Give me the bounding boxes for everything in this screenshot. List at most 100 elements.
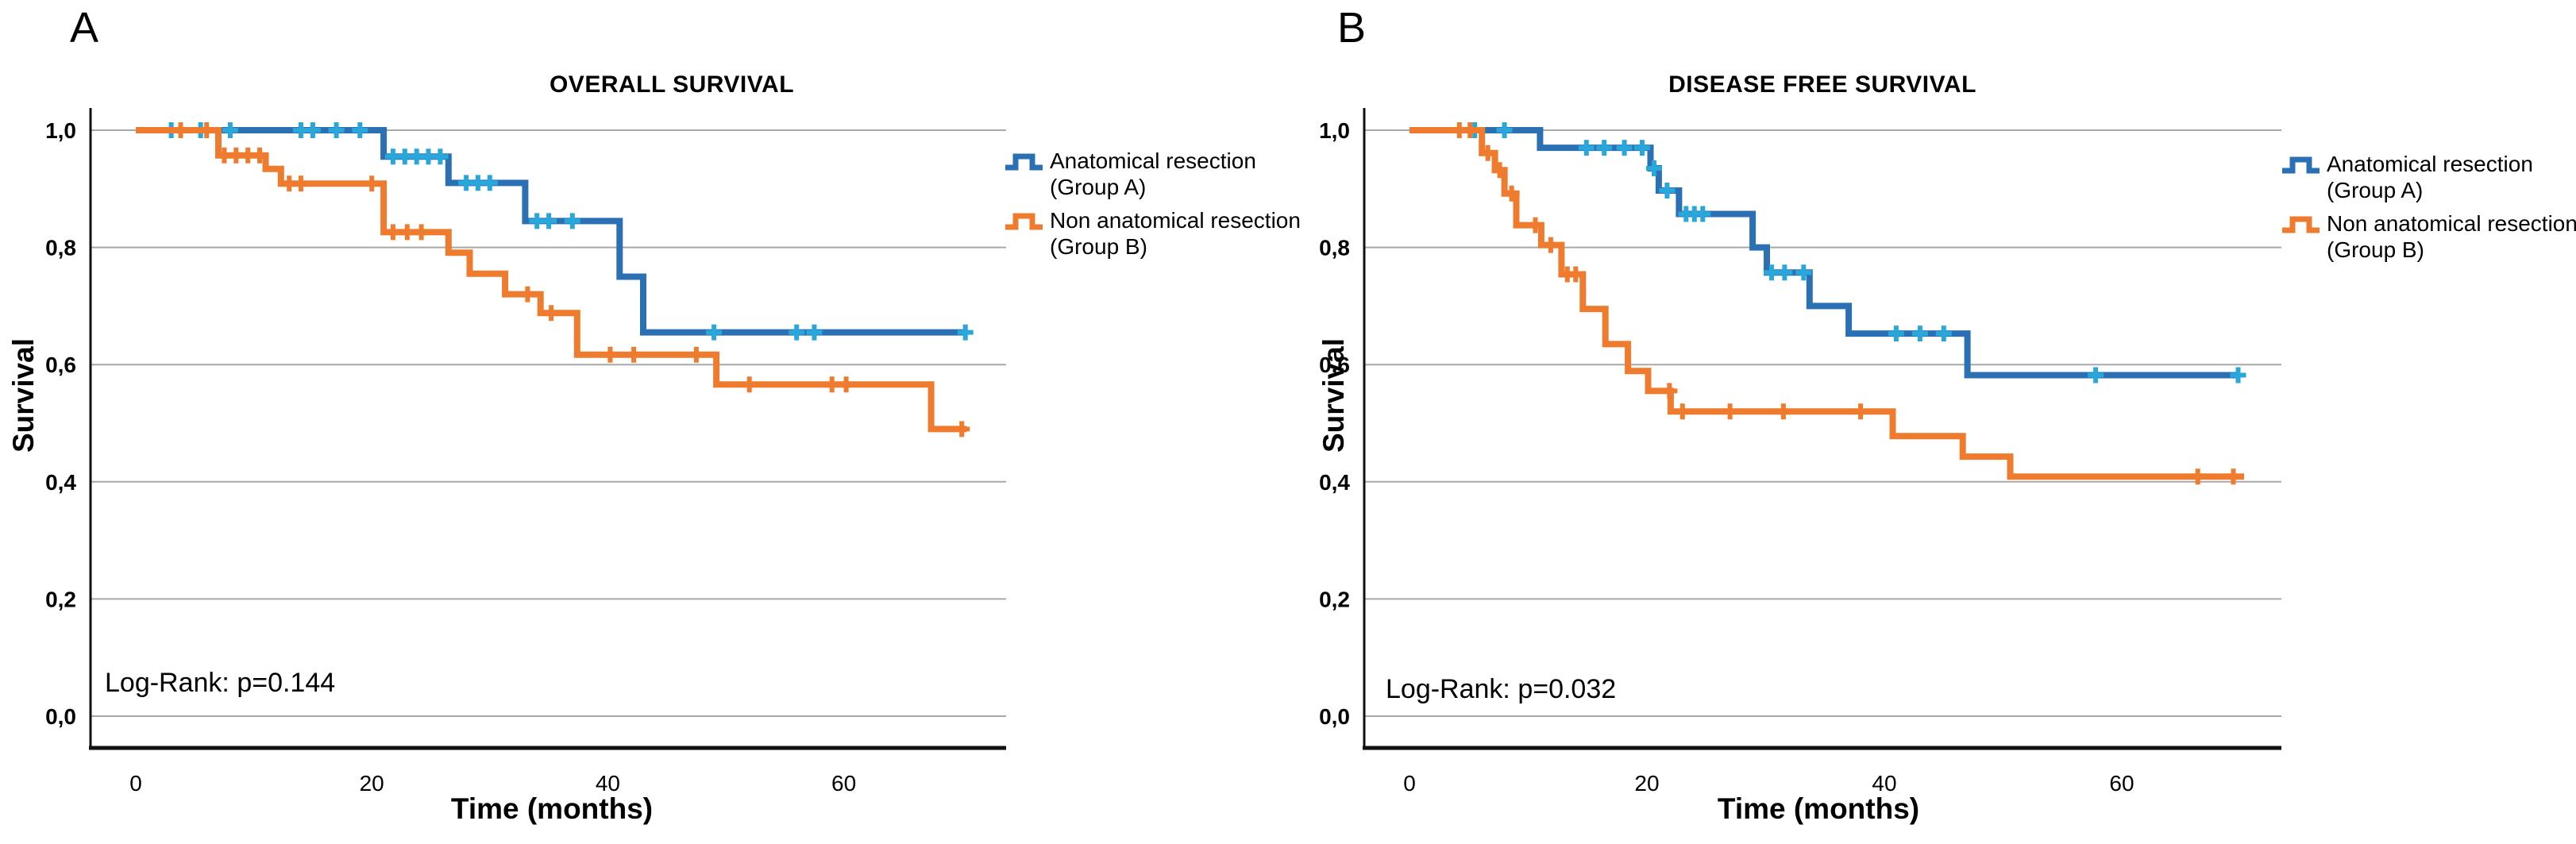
panel-letter: B — [1337, 4, 1367, 52]
y-tick-label: 0,0 — [1319, 704, 1350, 729]
censor-mark — [1776, 264, 1793, 281]
censor-mark — [1462, 122, 1479, 138]
censor-mark — [328, 122, 345, 138]
censor-mark — [364, 175, 380, 192]
censor-mark — [1935, 326, 1952, 342]
censor-mark — [2225, 468, 2242, 485]
censor-mark — [541, 213, 557, 229]
legend-label: Non anatomical resection (Group B) — [1050, 207, 1301, 260]
censor-mark — [543, 305, 560, 322]
legend-label-line2: (Group B) — [2327, 237, 2424, 262]
censor-mark — [1775, 403, 1791, 420]
censor-mark — [806, 324, 823, 341]
km-plot-disease-free-survival: 1,0 0,8 0,6 0,4 0,2 0,0 0 20 40 60 — [1319, 108, 2281, 796]
x-axis-title: Time (months) — [1717, 792, 1920, 825]
chart-title: DISEASE FREE SURVIVAL — [1668, 71, 1976, 98]
censor-mark — [1888, 326, 1904, 342]
censor-mark — [2088, 367, 2104, 383]
censor-mark — [1496, 122, 1513, 138]
legend: Anatomical resection (Group A) Non anato… — [2281, 151, 2576, 263]
legend-label-line1: Non anatomical resection — [2327, 211, 2576, 236]
censor-mark — [1542, 237, 1559, 253]
censor-mark — [602, 346, 619, 363]
censor-mark — [564, 213, 580, 229]
censor-mark — [222, 122, 238, 138]
x-tick-label: 20 — [360, 771, 384, 796]
censor-mark — [432, 148, 449, 165]
legend-label-line1: Anatomical resection — [1050, 148, 1256, 173]
censor-mark — [2230, 367, 2246, 383]
censor-mark — [252, 147, 268, 164]
censor-mark — [1853, 403, 1869, 420]
y-tick-label: 1,0 — [45, 118, 76, 143]
step-line-key-icon — [2282, 216, 2320, 233]
panel-disease-free-survival: 1,0 0,8 0,6 0,4 0,2 0,0 0 20 40 60 B DISEASE FREE… — [1310, 0, 2576, 844]
censor-mark — [172, 122, 189, 138]
x-tick-label: 0 — [129, 771, 142, 796]
x-tick-label: 60 — [831, 771, 856, 796]
y-axis-title: Survival — [7, 338, 40, 453]
y-tick-label: 0,2 — [45, 587, 76, 611]
censor-mark — [838, 376, 854, 393]
survival-curve — [1409, 127, 2241, 379]
censor-mark — [1911, 326, 1928, 342]
censor-mark — [1616, 140, 1633, 156]
chart-title: OVERALL SURVIVAL — [549, 71, 795, 98]
legend-label: Anatomical resection (Group A) — [2327, 151, 2533, 203]
censor-mark — [706, 324, 723, 341]
censor-mark — [519, 286, 536, 303]
step-line-key-icon — [1005, 153, 1043, 171]
legend-label-line2: (Group B) — [1050, 234, 1147, 259]
step-line-key-icon — [2282, 156, 2320, 174]
censor-mark — [1527, 217, 1544, 233]
logrank-annotation: Log-Rank: p=0.144 — [105, 668, 336, 698]
y-tick-label: 0,2 — [1319, 587, 1350, 611]
censor-mark — [413, 224, 430, 241]
censor-mark — [1568, 266, 1584, 283]
censor-mark — [1661, 383, 1678, 399]
legend-label: Non anatomical resection (Group B) — [2327, 210, 2576, 263]
censor-mark — [954, 421, 970, 437]
survival-curve — [136, 127, 968, 336]
y-tick-label: 0,4 — [45, 470, 76, 495]
legend-item-group-a: Anatomical resection (Group A) — [2281, 151, 2576, 203]
censor-mark — [1596, 140, 1613, 156]
x-axis-title: Time (months) — [450, 792, 654, 825]
legend-item-group-b: Non anatomical resection (Group B) — [1004, 207, 1301, 260]
censor-mark — [2189, 468, 2206, 485]
x-tick-label: 40 — [596, 771, 620, 796]
censor-mark — [1695, 206, 1711, 222]
censor-mark — [352, 122, 368, 138]
y-tick-label: 0,8 — [1319, 236, 1350, 260]
survival-curve — [136, 127, 967, 433]
x-tick-label: 0 — [1403, 771, 1416, 796]
censor-mark — [1795, 264, 1812, 281]
censor-mark — [304, 122, 321, 138]
censor-mark — [957, 324, 974, 341]
step-line-key-icon — [1005, 213, 1043, 230]
legend-item-group-a: Anatomical resection (Group A) — [1004, 148, 1301, 200]
legend-label: Anatomical resection (Group A) — [1050, 148, 1256, 200]
censor-mark — [1722, 403, 1738, 420]
panel-overall-survival: 1,0 0,8 0,6 0,4 0,2 0,0 0 20 40 60 A OVERALL SURV… — [7, 4, 1301, 825]
panel-letter: A — [70, 4, 99, 52]
censor-mark — [293, 175, 309, 192]
censor-mark — [1674, 403, 1691, 420]
censor-mark — [1491, 162, 1508, 179]
censor-mark — [789, 324, 805, 341]
legend-label-line1: Non anatomical resection — [1050, 208, 1301, 233]
legend-label-line2: (Group A) — [2327, 178, 2424, 202]
censor-mark — [1634, 140, 1650, 156]
legend-label-line1: Anatomical resection — [2327, 152, 2533, 176]
censor-mark — [384, 224, 401, 241]
censor-mark — [199, 122, 215, 138]
km-plot-overall-survival: 1,0 0,8 0,6 0,4 0,2 0,0 0 20 40 60 — [45, 108, 1006, 796]
censor-mark — [399, 224, 415, 241]
censor-mark — [626, 346, 642, 363]
y-tick-label: 0,0 — [45, 704, 76, 729]
censor-mark — [688, 346, 704, 363]
legend-label-line2: (Group A) — [1050, 175, 1147, 199]
censor-mark — [1578, 140, 1595, 156]
y-tick-label: 1,0 — [1319, 118, 1350, 143]
x-tick-label: 20 — [1634, 771, 1659, 796]
